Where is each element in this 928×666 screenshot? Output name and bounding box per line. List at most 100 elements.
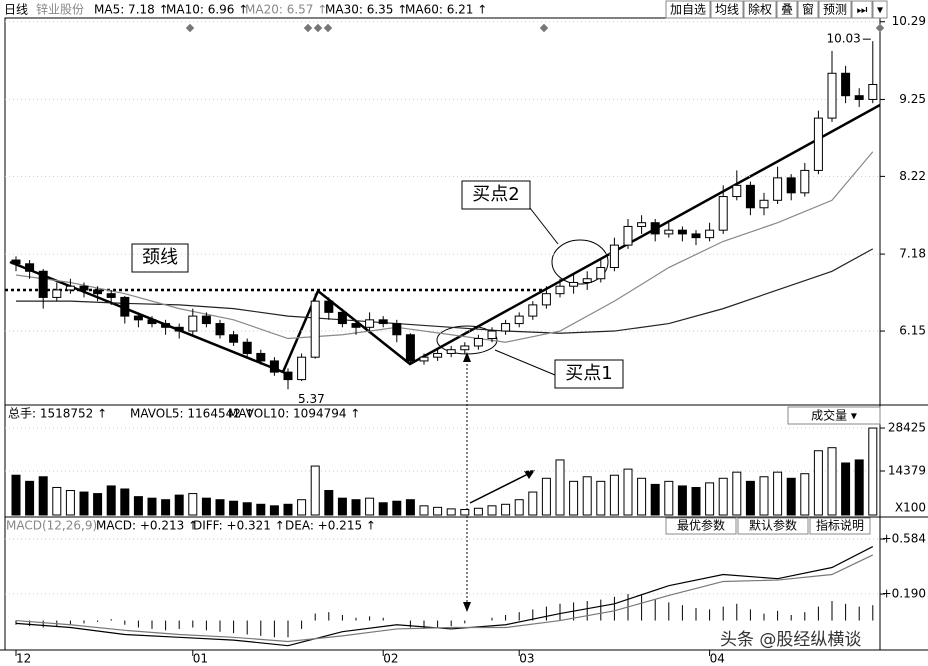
toolbar-label[interactable]: 窗 [802,3,814,17]
volume-bar [446,508,456,516]
ma-line [15,151,874,343]
watermark: 头条 @股经纵横谈 [720,630,861,650]
candle-body [106,293,116,298]
candle-body [650,222,660,235]
candle-body [718,196,728,231]
candle-body [664,229,674,235]
candle-body [419,356,429,362]
unit-label: X100 [895,501,926,515]
toolbar-button[interactable] [872,0,888,19]
volume-bar [773,471,783,516]
toolbar-button[interactable] [818,0,852,19]
y-tick-label: 9.25 [899,92,926,106]
candle-body [609,244,619,269]
volume-bar [337,497,347,516]
indicator-label[interactable]: 最优参数 [677,518,725,533]
volume-bar [215,499,225,516]
macd-info: MACD(12,26,9) [6,519,97,533]
volume-bar [854,459,864,516]
volume-select[interactable] [787,406,881,425]
volume-bar [79,491,89,516]
candle-body [868,83,878,100]
volume-bar [38,476,48,516]
volume-bar [609,474,619,516]
label-box [554,359,624,389]
volume-bar [52,486,62,516]
macd-info: MACD: +0.213 ↑ [96,519,198,533]
candle-body [569,281,579,287]
pointer [494,349,556,376]
volume-bar [705,482,715,516]
candle-body [229,334,239,343]
candle-body [11,259,21,265]
volume-bar [541,477,551,516]
ma-label: MA5: 7.18 ↑ [94,3,169,17]
candle-body [501,323,511,332]
trendline [9,103,881,374]
x-tick-label: 12 [16,652,31,666]
volume-bar [419,505,429,516]
indicator-label[interactable]: 指标说明 [816,518,864,533]
period: 日线 [4,3,28,17]
volume-bar [106,485,116,516]
candle-body [786,177,796,194]
candle-body [677,229,687,235]
signal-marker [323,23,333,33]
buy-circle [551,239,609,285]
ma-label: MA10: 6.96 ↑ [166,3,248,17]
label-box [131,243,189,273]
volume-bar [501,503,511,516]
volume-bar [324,490,334,516]
toolbar-button[interactable] [776,0,798,19]
candle-body [514,315,524,325]
toolbar-button[interactable] [851,0,873,19]
volume-bar [677,485,687,516]
volume-bar [460,508,470,516]
candle-body [555,285,565,295]
pointer [469,471,533,504]
indicator-button[interactable] [809,517,871,535]
candle-body [337,311,347,325]
toolbar-button[interactable] [797,0,819,19]
volume-bar [11,474,21,516]
annotation: 颈线 [142,247,178,268]
candle-body [800,169,810,194]
candle-body [65,285,75,291]
indicator-label[interactable]: 默认参数 [749,518,797,533]
candle-body [473,338,483,347]
arrow-head [524,470,535,479]
toolbar-label[interactable]: ⏭ [857,3,868,17]
volume-bar [201,497,211,516]
candle-body [25,263,35,272]
y-tick-label: 8.22 [899,169,926,183]
toolbar-button[interactable] [665,0,711,19]
arrow-head [463,602,471,612]
y-tick-label: 10.29 [892,14,926,28]
volume-bar [297,499,307,516]
toolbar-label[interactable]: ▾ [877,3,883,17]
indicator-button[interactable] [737,517,809,535]
candle-body [365,319,375,328]
x-tick-label: 04 [710,652,725,666]
volume-bar [569,480,579,516]
volume-bar [718,477,728,516]
toolbar-label[interactable]: 预测 [823,3,847,17]
toolbar-button[interactable] [743,0,777,19]
volume-bar [487,505,497,516]
toolbar-button[interactable] [710,0,744,19]
indicator-button[interactable] [665,517,737,535]
candle-body [52,289,62,298]
candle-body [433,352,443,358]
toolbar-label[interactable]: 均线 [715,3,739,17]
volume-bar [378,502,388,516]
toolbar-label[interactable]: 加自选 [670,3,706,17]
ma-label: MA30: 6.35 ↑ [325,3,407,17]
volume-bar [637,477,647,516]
toolbar-label[interactable]: 叠 [781,3,793,17]
volume-bar [174,494,184,516]
volume-select-label[interactable]: 成交量 ▾ [811,408,857,423]
toolbar-label[interactable]: 除权 [748,2,772,17]
volume-bar [269,505,279,516]
signal-marker [313,23,323,33]
